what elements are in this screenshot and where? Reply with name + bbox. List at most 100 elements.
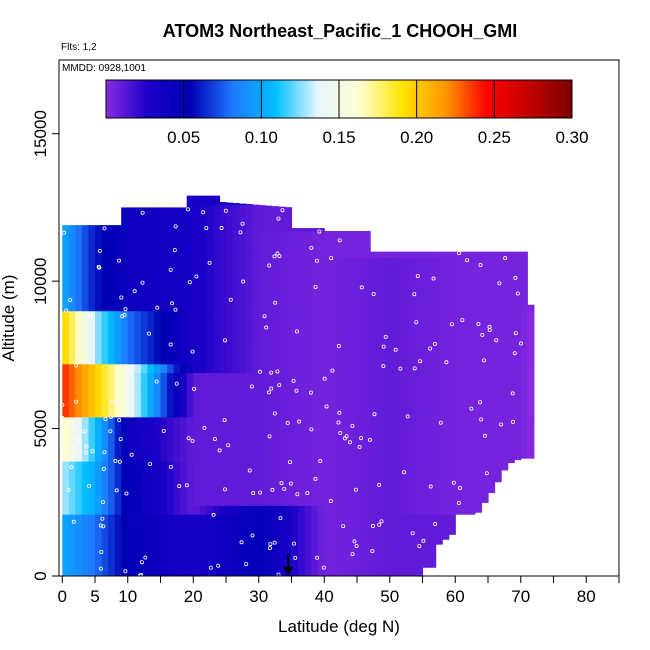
heatmap-cell [514,399,522,409]
heatmap-cell [75,416,83,427]
heatmap-cell [298,461,306,471]
sample-point [187,280,192,285]
heatmap-cell [147,487,155,497]
heatmap-cell [271,292,280,303]
heatmap-cell [140,346,149,356]
heatmap-cell [121,425,129,436]
sample-point [108,414,113,419]
y-tick-label: 10000 [31,258,50,305]
x-tick-label: 70 [511,587,530,606]
heatmap-cell [108,328,116,338]
heatmap-cell [311,231,319,241]
heatmap-cell [514,416,522,427]
heatmap-cell [435,266,443,276]
heatmap-cell [186,248,194,259]
heatmap-cell [212,363,221,374]
heatmap-cell [140,328,149,338]
heatmap-cell [245,248,253,259]
heatmap-cell [226,443,234,453]
heatmap-cell [127,363,135,374]
heatmap-cell [147,514,155,524]
heatmap-cell [422,531,430,542]
heatmap-cell [95,275,103,285]
heatmap-cell [311,292,319,303]
heatmap-cell [435,487,443,497]
heatmap-cell [173,531,181,542]
heatmap-cell [455,434,463,444]
heatmap-cell [357,266,365,276]
heatmap-cell [108,337,116,347]
heatmap-cell [488,487,496,494]
heatmap-cell [81,328,90,338]
heatmap-cell [304,558,312,568]
heatmap-cell [147,346,155,356]
heatmap-cell [383,292,391,303]
heatmap-cell [245,496,253,506]
heatmap-cell [245,346,253,356]
heatmap-cell [311,540,319,551]
heatmap-cell [501,381,509,391]
heatmap-cell [239,346,247,356]
heatmap-cell [330,372,338,382]
heatmap-cell [298,257,306,267]
heatmap-cell [507,284,515,294]
heatmap-cell [330,505,338,515]
heatmap-cell [468,496,476,506]
heatmap-cell [461,407,469,418]
sample-point [415,274,420,279]
heatmap-cell [363,275,371,285]
heatmap-cell [81,531,90,542]
heatmap-cell [409,452,417,462]
heatmap-cell [160,461,168,471]
heatmap-cell [245,540,253,551]
heatmap-cell [520,275,528,285]
heatmap-cell [252,381,260,391]
heatmap-cell [258,231,266,241]
sample-point [168,267,173,272]
heatmap-cell [520,363,528,374]
heatmap-cell [232,434,240,444]
heatmap-cell [291,416,299,427]
heatmap-cell [153,407,162,418]
sample-point [328,499,333,504]
heatmap-cell [81,452,90,462]
heatmap-cell [153,461,162,471]
heatmap-cell [147,416,155,427]
heatmap-cell [108,257,116,267]
heatmap-cell [206,231,214,241]
sample-point [82,429,87,434]
heatmap-cell [357,231,365,241]
heatmap-cell [81,239,90,250]
heatmap-cell [245,549,253,559]
heatmap-cell [271,469,280,480]
heatmap-cell [121,514,129,524]
heatmap-cell [245,284,253,294]
heatmap-cell [527,337,535,347]
heatmap-cell [507,363,515,374]
heatmap-cell [258,407,266,418]
heatmap-cell [206,319,214,329]
heatmap-cell [429,549,437,559]
heatmap-cell [514,354,522,365]
heatmap-cell [357,540,365,551]
heatmap-cell [68,487,76,497]
heatmap-cell [383,337,391,347]
heatmap-cell [160,567,168,576]
heatmap-cell [134,328,142,338]
heatmap-cell [108,248,116,259]
heatmap-cell [62,354,70,365]
heatmap-cell [501,461,509,471]
heatmap-cell [114,452,122,462]
heatmap-cell [75,390,83,400]
heatmap-cell [363,522,371,533]
heatmap-cell [298,346,306,356]
heatmap-cell [271,337,280,347]
heatmap-cell [127,337,135,347]
heatmap-cell [474,487,483,497]
heatmap-cell [396,496,404,506]
heatmap-cell [212,284,221,294]
heatmap-cell [514,452,522,461]
heatmap-cell [167,425,175,436]
heatmap-cell [278,284,286,294]
heatmap-cell [501,257,509,267]
